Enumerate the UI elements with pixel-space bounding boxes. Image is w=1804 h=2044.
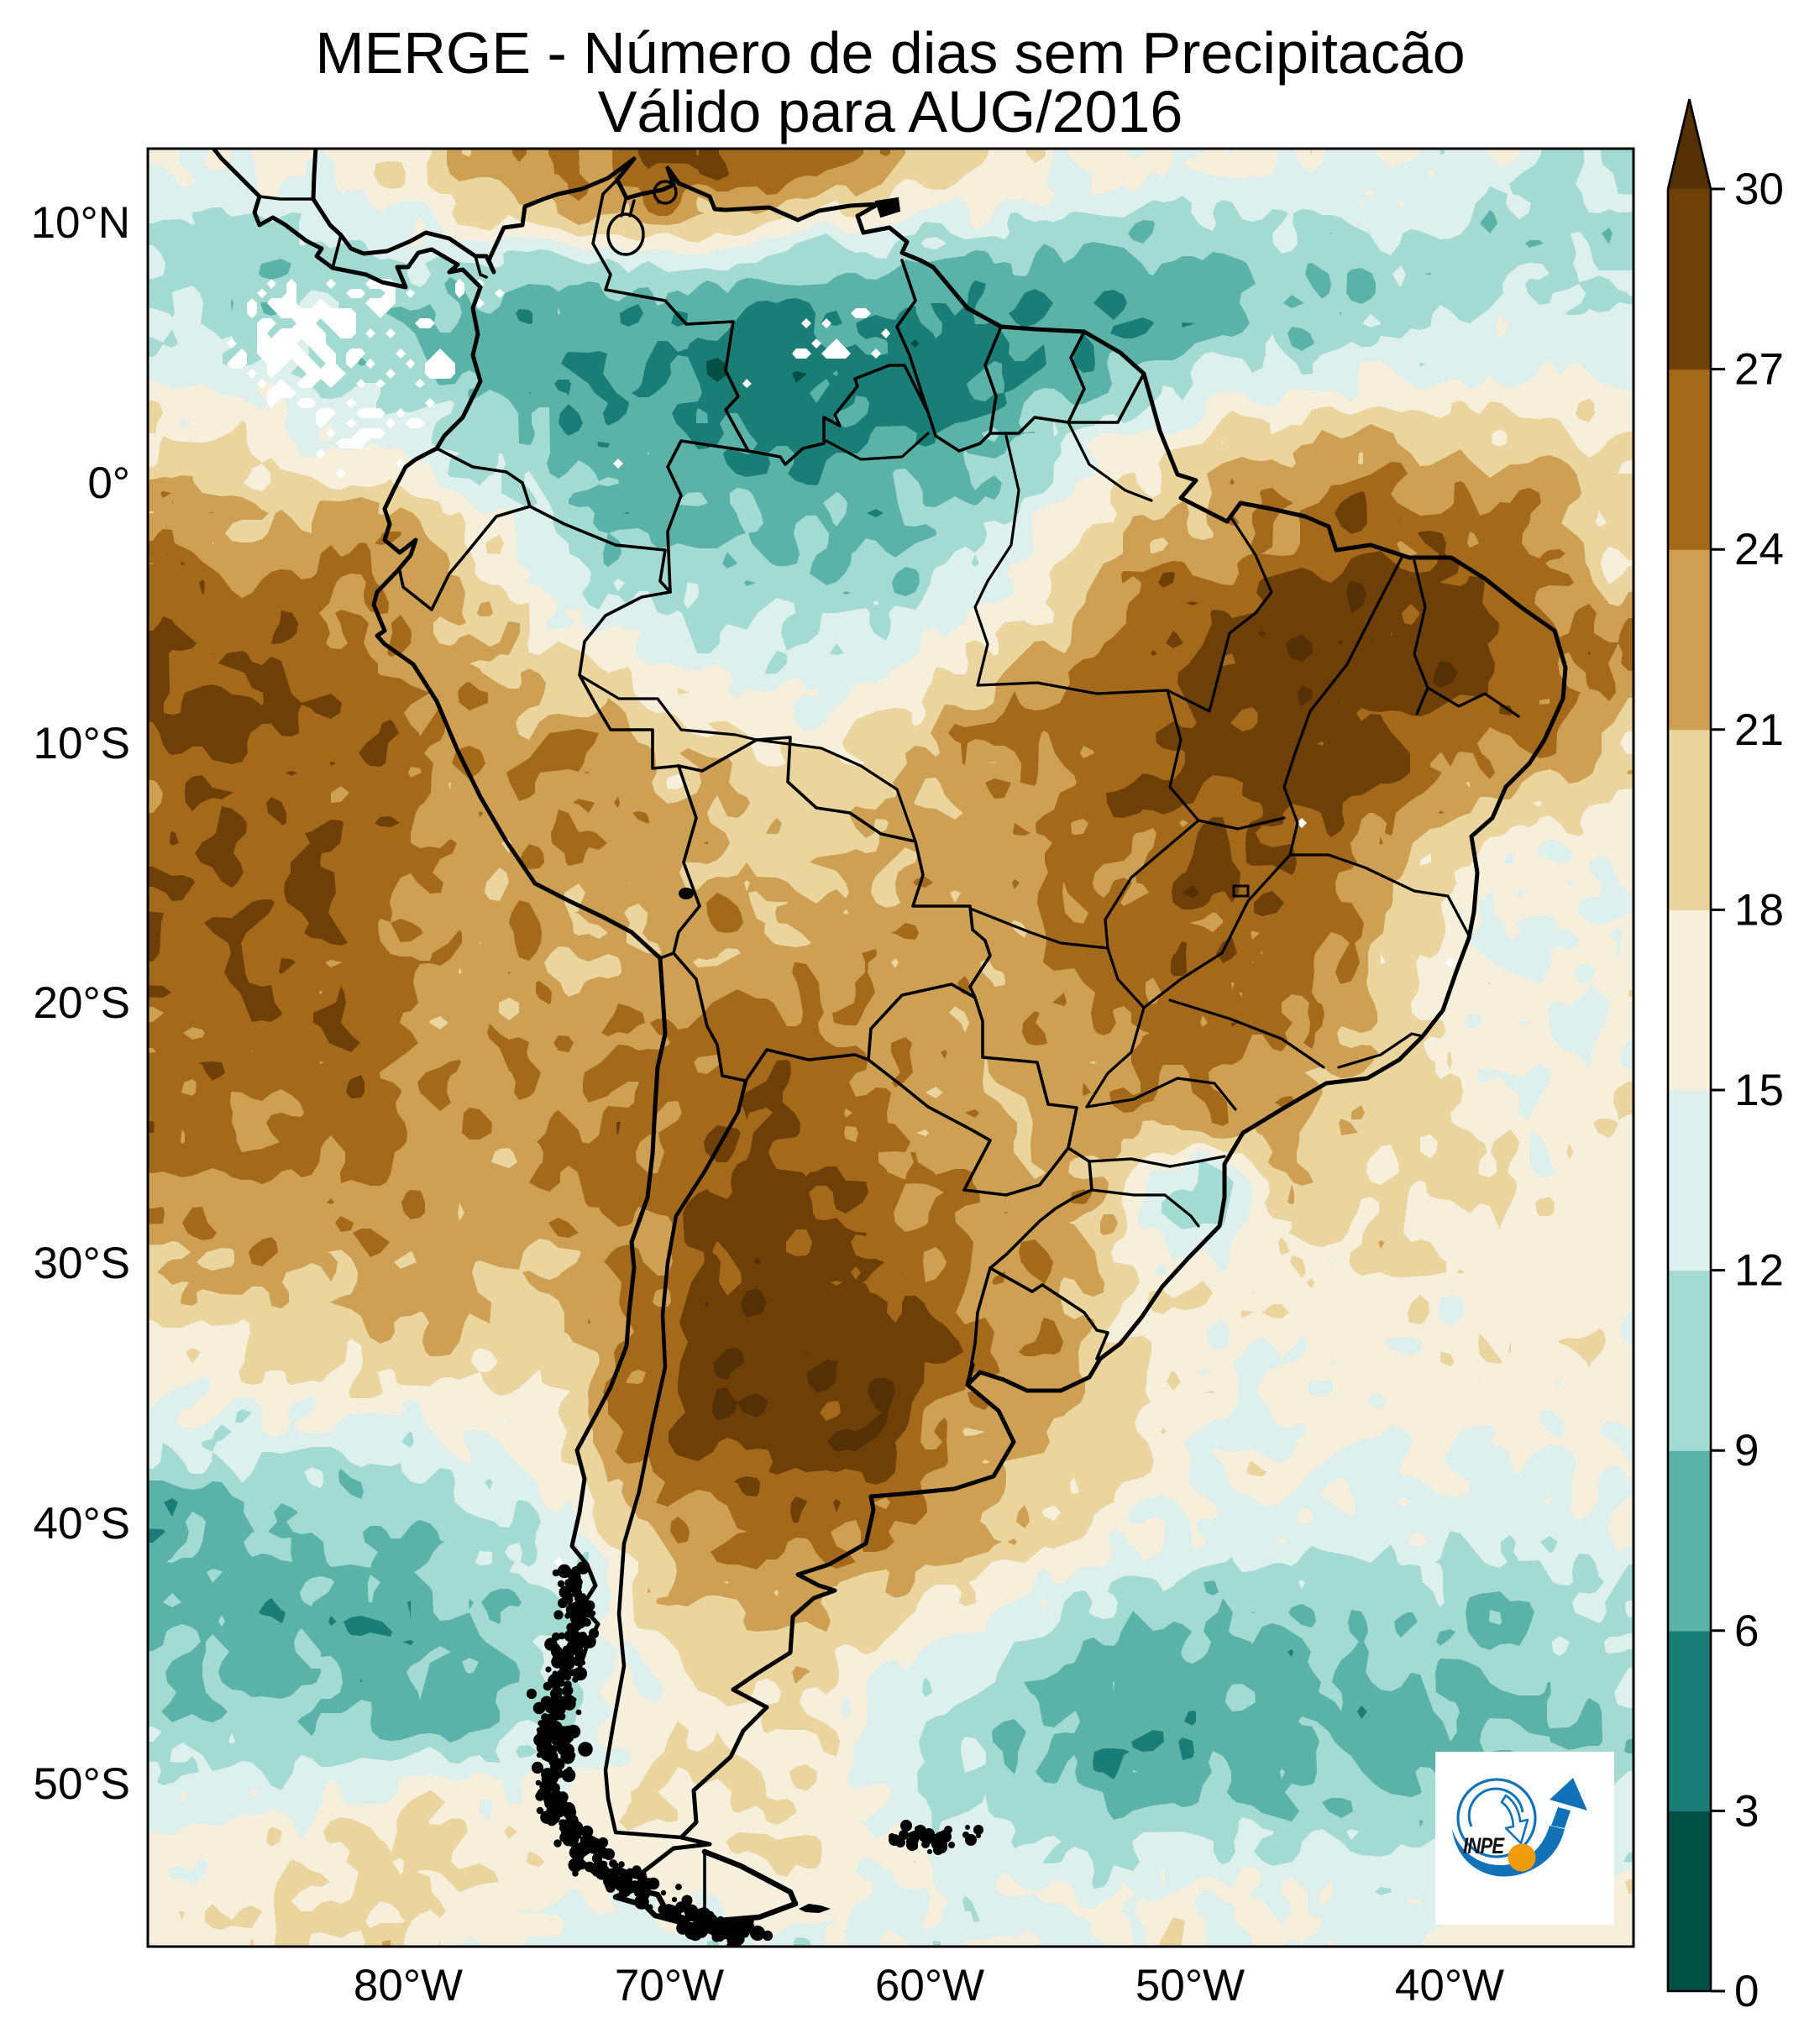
svg-text:INPE: INPE xyxy=(1463,1834,1506,1859)
svg-text:21: 21 xyxy=(1734,705,1784,755)
svg-text:15: 15 xyxy=(1734,1066,1784,1115)
svg-text:0: 0 xyxy=(1734,1967,1759,2016)
svg-text:Válido para AUG/2016: Válido para AUG/2016 xyxy=(598,79,1183,144)
svg-text:50°S: 50°S xyxy=(34,1759,131,1809)
svg-text:6: 6 xyxy=(1734,1606,1759,1656)
svg-text:80°W: 80°W xyxy=(354,1961,463,2010)
svg-text:40°S: 40°S xyxy=(34,1499,131,1549)
svg-text:60°W: 60°W xyxy=(875,1961,984,2010)
svg-text:9: 9 xyxy=(1734,1426,1759,1475)
svg-text:18: 18 xyxy=(1734,885,1784,935)
svg-text:3: 3 xyxy=(1734,1786,1759,1836)
svg-text:50°W: 50°W xyxy=(1135,1961,1245,2010)
svg-text:27: 27 xyxy=(1734,345,1784,395)
svg-text:40°W: 40°W xyxy=(1395,1961,1504,2010)
svg-text:10°N: 10°N xyxy=(31,198,130,248)
svg-text:24: 24 xyxy=(1734,525,1784,574)
svg-text:10°S: 10°S xyxy=(34,719,131,768)
svg-text:30: 30 xyxy=(1734,165,1784,214)
svg-text:30°S: 30°S xyxy=(34,1239,131,1288)
svg-text:70°W: 70°W xyxy=(615,1961,724,2010)
svg-text:20°S: 20°S xyxy=(34,978,131,1028)
svg-text:MERGE - Número de dias sem Pre: MERGE - Número de dias sem Precipitacão xyxy=(315,20,1465,86)
svg-text:0°: 0° xyxy=(87,459,130,508)
svg-text:12: 12 xyxy=(1734,1246,1784,1296)
